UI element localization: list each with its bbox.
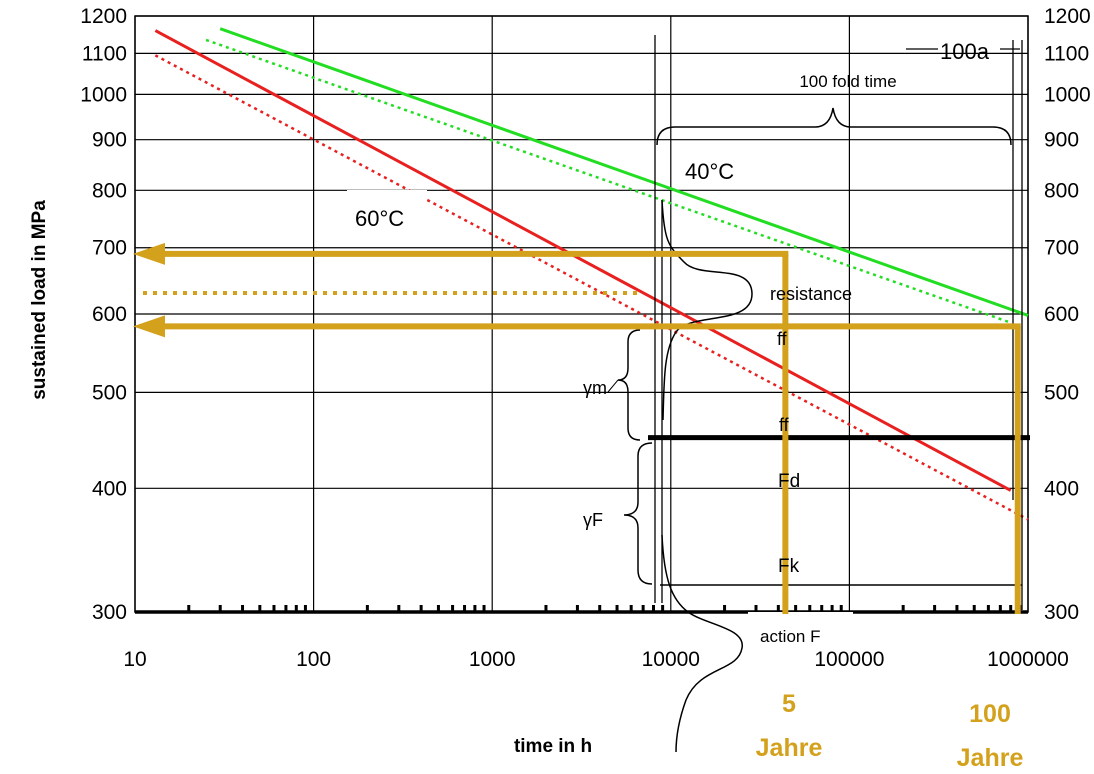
label-ff-lower: ff xyxy=(779,415,790,435)
y2-tick-label: 800 xyxy=(1044,179,1079,202)
y-tick-label: 800 xyxy=(92,179,127,202)
y2-tick-label: 1000 xyxy=(1044,83,1091,106)
y-tick-label: 500 xyxy=(92,381,127,404)
y-tick-label: 1000 xyxy=(80,83,127,106)
five-years-arrowhead xyxy=(133,242,165,265)
y-tick-label: 900 xyxy=(92,129,127,152)
x-tick-label: 1000000 xyxy=(987,648,1069,671)
series-line xyxy=(205,38,1012,324)
series-line xyxy=(154,29,1012,492)
label-40c: 40°C xyxy=(685,159,734,184)
label-100-fold-time: 100 fold time xyxy=(799,72,896,91)
hundred-fold-brace xyxy=(656,107,1012,146)
label-ff-upper: ff xyxy=(777,329,788,349)
label-60c: 60°C xyxy=(355,206,404,231)
label-mask xyxy=(347,190,427,230)
label-action-f: action F xyxy=(760,627,820,646)
x-tick-label: 100 xyxy=(296,648,331,671)
y-tick-label: 1100 xyxy=(82,42,127,65)
annotation-graphics xyxy=(347,35,1030,753)
label-5-jahre: Jahre xyxy=(756,734,823,762)
y-tick-label: 700 xyxy=(92,237,127,260)
y2-tick-label: 500 xyxy=(1044,381,1079,404)
action-distribution-curve xyxy=(661,534,743,753)
x-tick-label: 10000 xyxy=(642,648,700,671)
gamma-f-brace xyxy=(623,442,653,585)
y-axis-title: sustained load in MPa xyxy=(29,200,50,400)
label-fk: Fk xyxy=(778,556,800,577)
label-100a: 100a xyxy=(940,39,990,64)
y-tick-label: 300 xyxy=(92,601,127,624)
gamma-m-brace xyxy=(617,329,641,441)
y2-tick-label: 300 xyxy=(1044,601,1079,624)
label-5: 5 xyxy=(782,690,796,718)
label-gamma-m: γm xyxy=(583,378,607,398)
y2-tick-label: 1100 xyxy=(1044,42,1089,65)
gamma-m-leader xyxy=(607,379,619,393)
x-axis-title: time in h xyxy=(514,736,592,757)
label-gamma-f: γF xyxy=(583,510,603,530)
hundred-years-arrowhead xyxy=(133,315,165,338)
y2-tick-label: 400 xyxy=(1044,477,1079,500)
label-mask xyxy=(748,612,853,656)
y2-tick-label: 1200 xyxy=(1044,5,1091,28)
y-tick-label: 600 xyxy=(92,303,127,326)
label-100-jahre: Jahre xyxy=(957,744,1024,772)
y2-tick-label: 700 xyxy=(1044,237,1079,260)
series-lines xyxy=(154,27,1029,521)
x-tick-label: 100000 xyxy=(814,648,884,671)
y-tick-label: 1200 xyxy=(80,5,127,28)
lifetime-indicators xyxy=(133,242,1021,614)
x-tick-label: 1000 xyxy=(469,648,516,671)
series-line xyxy=(154,54,1029,521)
y2-tick-label: 900 xyxy=(1044,129,1079,152)
grid-lines xyxy=(134,15,1029,613)
y-tick-label: 400 xyxy=(92,477,127,500)
series-line xyxy=(219,27,1029,317)
x-tick-label: 10 xyxy=(123,648,146,671)
y2-tick-label: 600 xyxy=(1044,303,1079,326)
tick-labels: 300 300 400 400 500 500 600 600 700 700 800 800 900 9… xyxy=(80,5,1090,671)
label-resistance: resistance xyxy=(770,284,852,304)
label-100: 100 xyxy=(969,700,1011,728)
label-fd: Fd xyxy=(778,471,800,492)
